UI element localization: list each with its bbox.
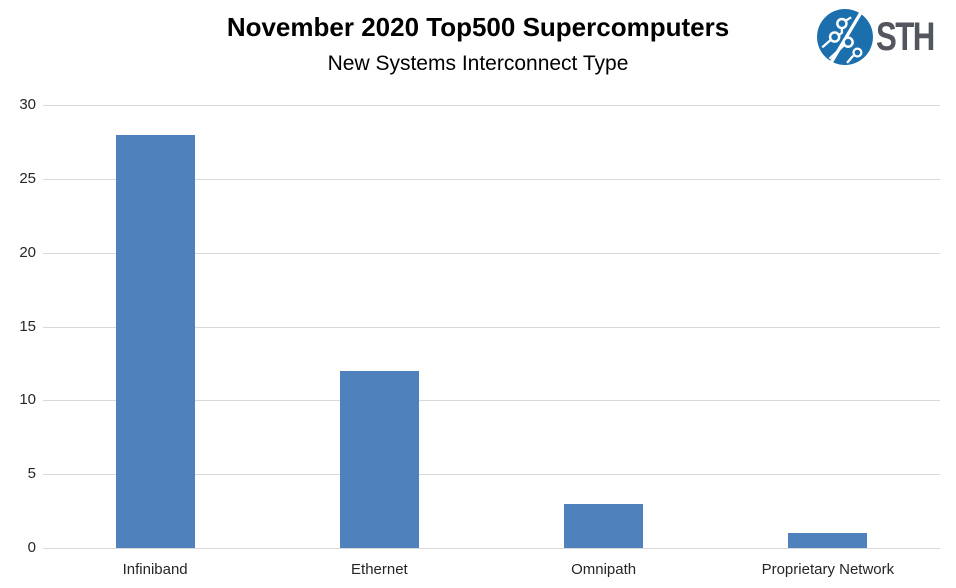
y-axis-tick-label: 30 [19,96,36,113]
gridline-y-0 [43,548,940,549]
bar-ethernet[interactable] [339,370,419,548]
y-axis-tick-label: 10 [19,391,36,409]
bar-omnipath[interactable] [564,503,644,548]
x-axis-category-label: Infiniband [122,561,188,578]
sth-logo-text: STH [876,15,935,59]
sth-logo: STH [816,8,950,66]
bar-proprietary-network[interactable] [788,533,868,548]
x-axis-category-label: Omnipath [571,561,637,578]
gridline-y-15 [43,326,940,328]
chart-title: November 2020 Top500 Supercomputers [226,12,730,42]
gridline-y-20 [43,252,940,254]
gridline-y-5 [43,474,940,476]
gridline-y-30 [43,105,940,106]
x-axis-category-label: Ethernet [351,561,408,578]
y-axis-tick-label: 25 [19,169,36,187]
gridline-y-25 [43,178,940,180]
y-axis-tick-label: 15 [19,317,36,335]
bar-infiniband[interactable] [115,134,195,548]
x-axis-category-label: Proprietary Network [761,561,895,578]
sth-logo-circuit-icon [817,9,873,65]
y-axis-tick-label: 20 [19,243,36,261]
chart-subtitle: New Systems Interconnect Type [327,52,629,75]
y-axis-tick-label: 0 [27,539,36,556]
y-axis-tick-label: 5 [27,465,36,483]
gridline-y-10 [43,400,940,402]
